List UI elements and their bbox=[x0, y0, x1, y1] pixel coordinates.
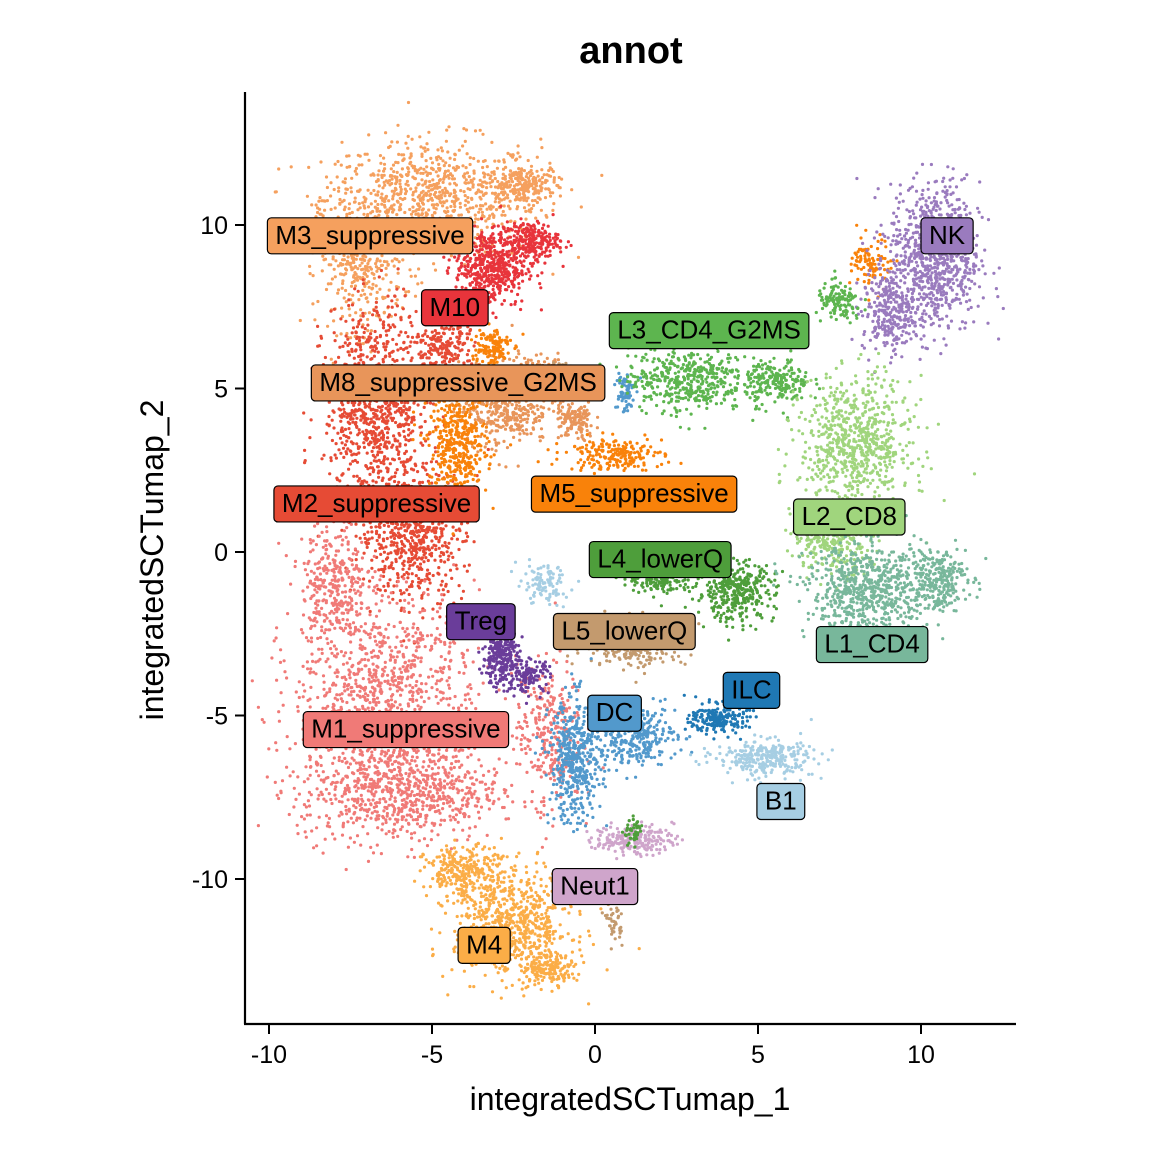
cluster-label-box bbox=[266, 217, 474, 255]
cluster-label-box bbox=[457, 926, 511, 965]
cluster-points-L1_CD4 bbox=[772, 514, 988, 661]
x-tick-label: 10 bbox=[907, 1041, 935, 1069]
cluster-label-text: ILC bbox=[731, 674, 771, 704]
cluster-label-L5_lowerQ: L5_lowerQ bbox=[552, 612, 696, 651]
cluster-label-box bbox=[302, 710, 510, 749]
cluster-label-text: L4_lowerQ bbox=[597, 544, 723, 574]
cluster-label-Neut1: Neut1 bbox=[551, 867, 639, 906]
cluster-label-L4_lowerQ: L4_lowerQ bbox=[588, 540, 732, 579]
cluster-label-text: M1_suppressive bbox=[311, 714, 500, 744]
cluster-points-ILC bbox=[682, 693, 758, 741]
cluster-label-M10: M10 bbox=[420, 289, 489, 327]
cluster-label-box bbox=[815, 625, 929, 664]
cluster-labels: M3_suppressive M10 M8_suppressive_G2MS M2_s… bbox=[266, 217, 974, 965]
cluster-label-text: L3_CD4_G2MS bbox=[617, 315, 801, 345]
cluster-label-box bbox=[273, 485, 480, 523]
cluster-label-text: DC bbox=[596, 697, 634, 727]
cluster-label-box bbox=[552, 612, 696, 651]
cluster-label-box bbox=[920, 217, 974, 255]
x-axis-ticks: -10 -5 0 5 10 bbox=[251, 1024, 935, 1069]
cluster-points-Treg bbox=[477, 610, 553, 706]
cluster-label-M5_suppressive: M5_suppressive bbox=[530, 475, 738, 513]
cluster-label-Treg: Treg bbox=[446, 603, 516, 641]
y-tick-label: 0 bbox=[214, 539, 228, 567]
y-tick-label: -5 bbox=[206, 703, 228, 731]
cluster-label-M2_suppressive: M2_suppressive bbox=[273, 485, 480, 523]
cluster-label-text: M4 bbox=[466, 929, 502, 959]
cluster-label-text: B1 bbox=[765, 786, 797, 816]
cluster-label-B1: B1 bbox=[756, 782, 806, 821]
cluster-label-text: Neut1 bbox=[560, 871, 629, 901]
cluster-label-box bbox=[587, 694, 642, 732]
cluster-label-text: L2_CD8 bbox=[802, 501, 897, 531]
x-axis-label: integratedSCTumap_1 bbox=[470, 1081, 791, 1117]
cluster-label-DC: DC bbox=[587, 694, 642, 732]
cluster-points-M4 bbox=[413, 836, 641, 1006]
y-axis-ticks: -10 -5 0 5 10 bbox=[192, 212, 245, 894]
cluster-label-text: NK bbox=[929, 220, 966, 250]
cluster-label-L2_CD8: L2_CD8 bbox=[792, 498, 906, 536]
cluster-label-text: L1_CD4 bbox=[824, 629, 919, 659]
cluster-label-box bbox=[792, 498, 906, 536]
cluster-label-box bbox=[530, 475, 738, 513]
cluster-label-NK: NK bbox=[920, 217, 974, 255]
cluster-label-box bbox=[608, 312, 810, 350]
cluster-points-L2_CD8 bbox=[776, 351, 977, 591]
cluster-label-box bbox=[756, 782, 806, 821]
cluster-label-box bbox=[310, 364, 606, 402]
cluster-label-text: M5_suppressive bbox=[539, 478, 728, 508]
cluster-label-M1_suppressive: M1_suppressive bbox=[302, 710, 510, 749]
x-tick-label: -10 bbox=[251, 1041, 287, 1069]
cluster-points-B1 bbox=[509, 558, 834, 785]
cluster-label-text: M2_suppressive bbox=[282, 488, 471, 518]
chart-title: annot bbox=[579, 30, 683, 72]
cluster-points-M10 bbox=[428, 204, 573, 323]
cluster-label-L1_CD4: L1_CD4 bbox=[815, 625, 929, 664]
cluster-label-box bbox=[551, 867, 639, 906]
x-tick-label: 0 bbox=[588, 1041, 602, 1069]
cluster-label-text: Treg bbox=[455, 606, 508, 636]
cluster-points-L3_CD4_G2MS bbox=[598, 269, 868, 431]
y-tick-label: -10 bbox=[192, 866, 228, 894]
cluster-label-box bbox=[722, 671, 781, 709]
cluster-label-text: M8_suppressive_G2MS bbox=[319, 367, 596, 397]
cluster-label-M3_suppressive: M3_suppressive bbox=[266, 217, 474, 255]
y-axis-label: integratedSCTumap_2 bbox=[134, 400, 170, 721]
cluster-label-box bbox=[420, 289, 489, 327]
cluster-label-box bbox=[588, 540, 732, 579]
cluster-label-L3_CD4_G2MS: L3_CD4_G2MS bbox=[608, 312, 810, 350]
cluster-label-ILC: ILC bbox=[722, 671, 781, 709]
cluster-label-text: L5_lowerQ bbox=[561, 615, 687, 645]
y-tick-label: 10 bbox=[200, 212, 228, 240]
cluster-label-M4: M4 bbox=[457, 926, 511, 965]
cluster-label-box bbox=[446, 603, 516, 641]
x-tick-label: 5 bbox=[751, 1041, 765, 1069]
x-tick-label: -5 bbox=[421, 1041, 443, 1069]
y-tick-label: 5 bbox=[214, 376, 228, 404]
cluster-label-text: M10 bbox=[430, 292, 481, 322]
cluster-label-M8_suppressive_G2MS: M8_suppressive_G2MS bbox=[310, 364, 606, 402]
cluster-label-text: M3_suppressive bbox=[275, 220, 464, 250]
